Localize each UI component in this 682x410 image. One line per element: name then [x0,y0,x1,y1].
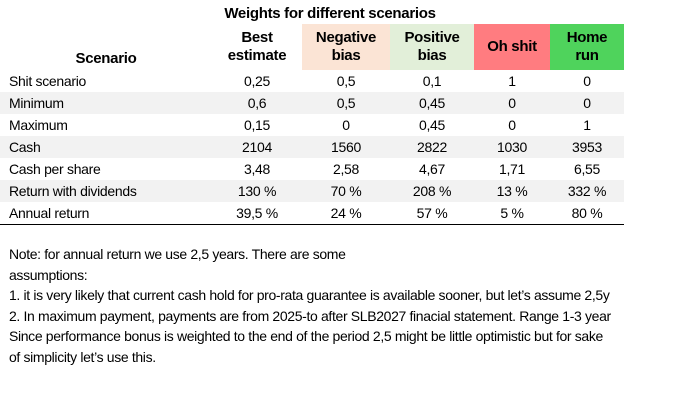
cell: 0,1 [422,73,442,89]
cell: 2,58 [332,161,360,177]
note-line: of simplicity let’s use this. [9,348,156,365]
cell: 5 % [474,202,550,225]
note-line: Since performance bonus is weighted to t… [9,328,603,344]
table-row: Shit scenario 0,25 0,5 0,1 1 0 [0,70,624,92]
table-title: Weights for different scenarios [224,5,436,22]
oh-shit-header: Oh shit [474,24,550,70]
row-label: Annual return [0,202,212,225]
negative-bias-header: Negative bias [302,24,390,70]
row-label: Return with dividends [0,180,212,202]
cell: 3,48 [243,161,271,177]
note-line: Note: for annual return we use 2,5 years… [9,246,346,262]
cell: 208 % [390,180,474,202]
cell: 70 % [302,180,390,202]
cell: 1,71 [498,161,526,177]
cell: 80 % [550,202,624,225]
cell: 2822 [390,136,474,158]
weights-table: Scenario Best estimate Negative bias Posit… [0,24,624,225]
cell: 130 % [212,180,302,202]
cell: 24 % [302,202,390,225]
cell: 39,5 % [212,202,302,225]
cell: 0,15 [243,117,271,133]
cell: 1 [583,117,591,133]
cell: 0 [550,92,624,114]
cell: 2104 [212,136,302,158]
table-row: Annual return 39,5 % 24 % 57 % 5 % 80 % [0,202,624,225]
positive-bias-header: Positive bias [390,24,474,70]
note-line: 1. it is very likely that current cash h… [9,287,610,303]
cell: 0 [342,117,350,133]
cell: 1560 [302,136,390,158]
cell: 0 [583,73,591,89]
cell: 1 [508,73,516,89]
header-row: Scenario Best estimate Negative bias Posit… [0,24,624,70]
table-row: Cash per share 3,48 2,58 4,67 1,71 6,55 [0,158,624,180]
best-estimate-header: Best estimate [212,24,302,70]
cell: 0,25 [243,73,271,89]
row-label: Shit scenario [9,73,87,89]
cell: 0 [474,92,550,114]
table-row: Return with dividends 130 % 70 % 208 % 1… [0,180,624,202]
cell: 6,55 [573,161,601,177]
cell: 1030 [474,136,550,158]
cell: 0,5 [336,73,356,89]
cell: 4,67 [418,161,446,177]
cell: 0,5 [302,92,390,114]
row-label: Maximum [9,117,68,133]
cell: 0,6 [212,92,302,114]
note-line: assumptions: [9,266,88,283]
notes-block: Note: for annual return we use 2,5 years… [9,244,682,367]
cell: 0 [508,117,516,133]
cell: 332 % [550,180,624,202]
cell: 13 % [474,180,550,202]
row-label: Minimum [0,92,212,114]
table-row: Minimum 0,6 0,5 0,45 0 0 [0,92,624,114]
row-label: Cash per share [9,161,101,177]
cell: 3953 [550,136,624,158]
scenario-header: Scenario [75,50,137,67]
home-run-header: Home run [550,24,624,70]
row-label: Cash [0,136,212,158]
cell: 57 % [390,202,474,225]
cell: 0,45 [418,117,446,133]
table-row: Maximum 0,15 0 0,45 0 1 [0,114,624,136]
note-line: 2. In maximum payment, payments are from… [9,307,611,324]
table-row: Cash 2104 1560 2822 1030 3953 [0,136,624,158]
cell: 0,45 [390,92,474,114]
